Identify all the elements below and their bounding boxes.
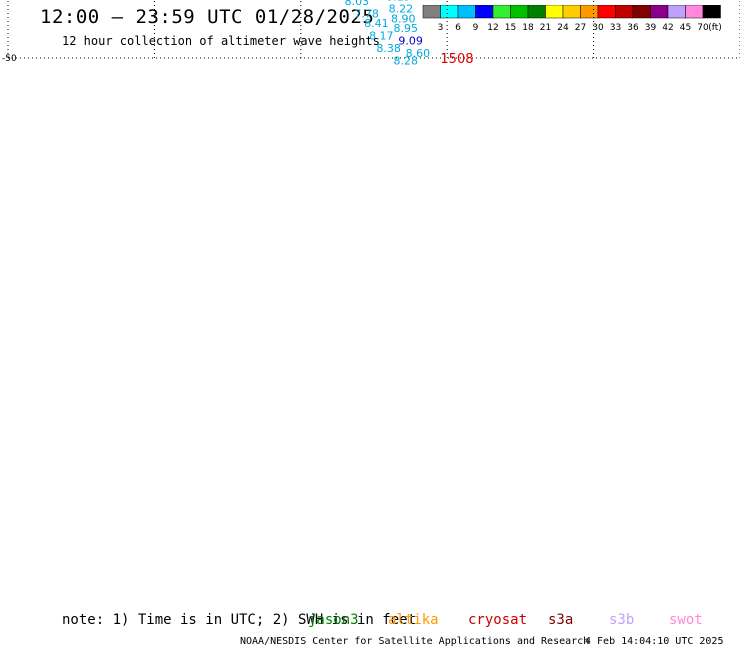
lat-lon-grid: -30-27-24-21-18-15-50-52-54-56-58-60 — [2, 0, 740, 64]
swh-readings: 8.288.60 8.389.09 8.178.95 8.41 8.90 7.78 8.22… — [345, 0, 431, 68]
footnote-text: note: 1) Time is in UTC; 2) SWH is in fe… — [62, 612, 417, 628]
colorbar-tick-label: 21 — [540, 23, 551, 33]
colorbar-tick-label: 9 — [473, 23, 479, 33]
colorbar-tick-label: 42 — [662, 23, 673, 33]
colorbar-tick-label: 45 — [680, 23, 691, 33]
pass-time-label: 1508 — [440, 52, 473, 67]
colorbar-tick-label: 6 — [455, 23, 461, 33]
wave-height-colorbar: 3 6 9 12 15 18 21 24 27 30 33 36 39 42 45 70 (ft) — [422, 5, 722, 33]
satellite-jason3: jason3 — [308, 612, 359, 628]
swh-value-label: 8.28 — [393, 55, 418, 68]
generation-timestamp: 4 Feb 14:04:10 UTC 2025 — [585, 636, 724, 647]
colorbar-tick-label: 33 — [610, 23, 621, 33]
satellite-s3a: s3a — [548, 612, 574, 628]
colorbar-swatch — [702, 5, 721, 19]
colorbar-unit: (ft) — [708, 23, 722, 33]
colorbar-tick-label: 70 — [697, 23, 709, 33]
satellite-cryosat: cryosat — [468, 612, 528, 628]
footnote-row: note: 1) Time is in UTC; 2) SWH is in fe… — [0, 612, 740, 632]
swh-value-label: 8.41 — [364, 17, 389, 30]
satellite-s3b: s3b — [609, 612, 635, 628]
colorbar-tick-label: 30 — [592, 23, 604, 33]
swh-value-label: 8.17 — [369, 30, 394, 43]
satellite-altika: altika — [388, 612, 439, 628]
colorbar-tick-label: 39 — [645, 23, 657, 33]
swh-value-label: 7.78 — [354, 7, 379, 20]
colorbar-tick-label: 27 — [575, 23, 586, 33]
pass-time-labels: 1508150915101511153815391540 — [440, 52, 473, 67]
colorbar-tick-label: 15 — [505, 23, 516, 33]
swh-value-label: 8.38 — [376, 42, 401, 55]
colorbar-tick-label: 24 — [557, 23, 569, 33]
swh-value-label: 8.19 — [386, 0, 411, 3]
swh-value-label: 8.03 — [345, 0, 370, 8]
swh-value-label: 8.60 — [406, 47, 431, 60]
colorbar-tick-label: 12 — [487, 23, 498, 33]
colorbar-tick-label: 36 — [627, 23, 639, 33]
swh-value-label: 8.95 — [393, 22, 418, 35]
colorbar-tick-label: 3 — [438, 23, 444, 33]
map-title: 12:00 — 23:59 UTC 01/28/2025 — [40, 6, 375, 28]
producer-credit: NOAA/NESDIS Center for Satellite Applica… — [240, 636, 590, 647]
swh-value-label: 8.22 — [389, 3, 414, 16]
satellite-swot: swot — [669, 612, 703, 628]
wave-height-map: -30-27-24-21-18-15-50-52-54-56-58-60 8.2… — [2, 0, 740, 68]
swh-value-label: 9.09 — [398, 35, 423, 48]
swh-value-label: 8.90 — [391, 12, 416, 25]
colorbar-tick-label: 18 — [522, 23, 534, 33]
latitude-label: -50 — [2, 54, 17, 64]
